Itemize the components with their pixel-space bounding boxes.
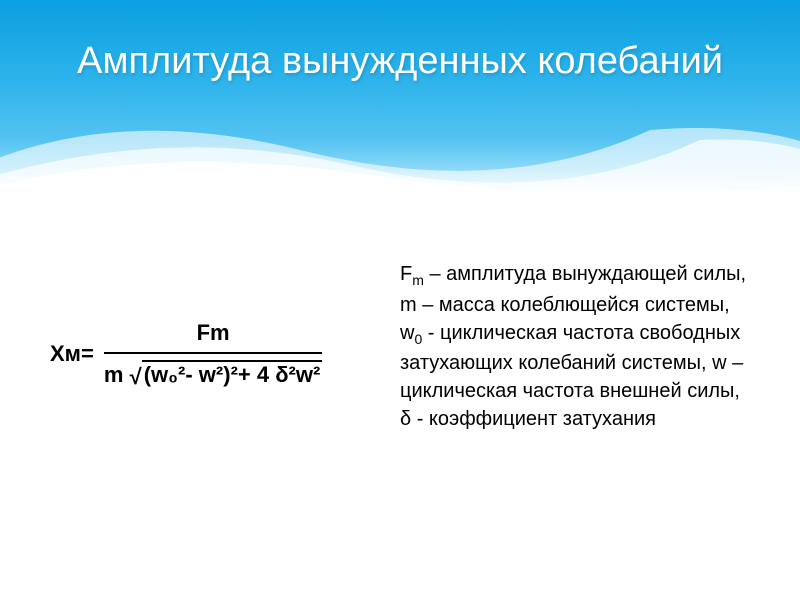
desc-w0-text: - циклическая частота свободных затухающ… [400, 322, 743, 403]
desc-fm-sym: F [400, 263, 412, 285]
slide-header: Амплитуда вынужденных колебаний [0, 0, 800, 200]
desc-fm-sub: m [412, 272, 424, 288]
desc-delta: δ - коэффициент затухания [400, 408, 656, 430]
denom-mass: m [104, 362, 124, 387]
amplitude-formula: Xм= Fm m (w₀²- w²)²+ 4 δ²w² [50, 320, 322, 388]
formula-numerator: Fm [104, 320, 322, 350]
formula-denominator: m (w₀²- w²)²+ 4 δ²w² [104, 356, 322, 388]
variable-descriptions: Fm – амплитуда вынуждающей силы, m – мас… [400, 260, 760, 433]
wave-decoration [0, 80, 800, 200]
fraction-line [104, 352, 322, 354]
denom-sqrt: (w₀²- w²)²+ 4 δ²w² [130, 360, 323, 388]
formula-lhs: Xм= [50, 341, 94, 367]
denom-radicand: (w₀²- w²)²+ 4 δ²w² [142, 360, 323, 388]
desc-fm-text: – амплитуда вынуждающей силы, m – масса … [400, 263, 746, 316]
formula-fraction: Fm m (w₀²- w²)²+ 4 δ²w² [104, 320, 322, 388]
slide-title: Амплитуда вынужденных колебаний [0, 40, 800, 83]
desc-w0-sym: w [400, 322, 414, 344]
